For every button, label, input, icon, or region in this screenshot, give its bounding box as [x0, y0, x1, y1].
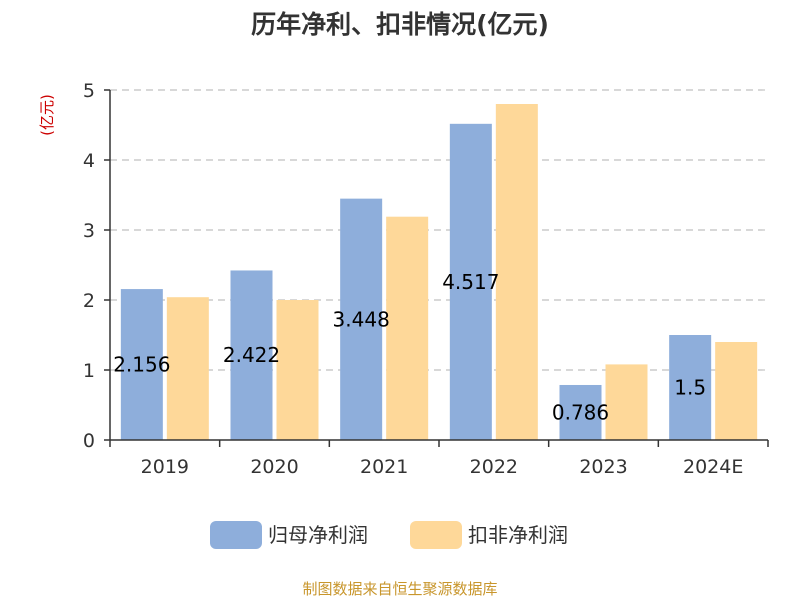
- chart-title: 历年净利、扣非情况(亿元): [251, 10, 549, 39]
- legend[interactable]: 归母净利润 扣非净利润: [210, 521, 568, 549]
- data-label: 1.5: [674, 376, 706, 400]
- bar-net-profit[interactable]: [559, 384, 602, 440]
- bar-net-profit[interactable]: [230, 270, 273, 440]
- bar-net-profit[interactable]: [340, 198, 383, 440]
- bar-net-profit[interactable]: [120, 289, 163, 440]
- y-tick-label: 4: [83, 150, 95, 172]
- y-tick-label: 3: [83, 220, 95, 242]
- legend-label[interactable]: 扣非净利润: [468, 523, 568, 547]
- x-tick-label: 2019: [141, 456, 189, 478]
- bar-net-profit[interactable]: [449, 123, 492, 440]
- bar-deducted-net-profit[interactable]: [386, 216, 429, 440]
- y-tick-label: 0: [83, 430, 95, 452]
- bars-group: [120, 104, 758, 440]
- legend-label[interactable]: 归母净利润: [268, 523, 368, 547]
- bar-deducted-net-profit[interactable]: [605, 364, 648, 440]
- data-label: 4.517: [442, 270, 499, 294]
- data-label: 3.448: [333, 307, 390, 331]
- data-labels-group: 2.156 2.422 3.448 4.517 0.786 1.5: [113, 270, 706, 425]
- legend-swatch[interactable]: [410, 521, 462, 549]
- legend-swatch[interactable]: [210, 521, 262, 549]
- y-tick-label: 2: [83, 290, 95, 312]
- x-tick-label: 2020: [250, 456, 298, 478]
- source-note: 制图数据来自恒生聚源数据库: [302, 580, 497, 598]
- x-tick-label: 2024E: [683, 456, 743, 478]
- bar-deducted-net-profit[interactable]: [276, 300, 319, 440]
- y-tick-label: 1: [83, 360, 95, 382]
- x-tick-label: 2023: [579, 456, 627, 478]
- y-axis-unit-label: (亿元): [38, 94, 56, 136]
- data-label: 2.422: [223, 343, 280, 367]
- bar-net-profit[interactable]: [669, 335, 712, 440]
- data-label: 2.156: [113, 353, 170, 377]
- bar-deducted-net-profit[interactable]: [166, 297, 209, 440]
- axes-group: 0 1 2 3 4 5 2019 2020 2021 2022 2023 2024E: [83, 80, 769, 478]
- data-label: 0.786: [552, 400, 609, 424]
- x-tick-label: 2022: [470, 456, 518, 478]
- bar-deducted-net-profit[interactable]: [715, 342, 758, 440]
- grid-lines: [110, 89, 768, 371]
- x-tick-label: 2021: [360, 456, 408, 478]
- bar-deducted-net-profit[interactable]: [495, 104, 538, 440]
- y-tick-label: 5: [83, 80, 95, 102]
